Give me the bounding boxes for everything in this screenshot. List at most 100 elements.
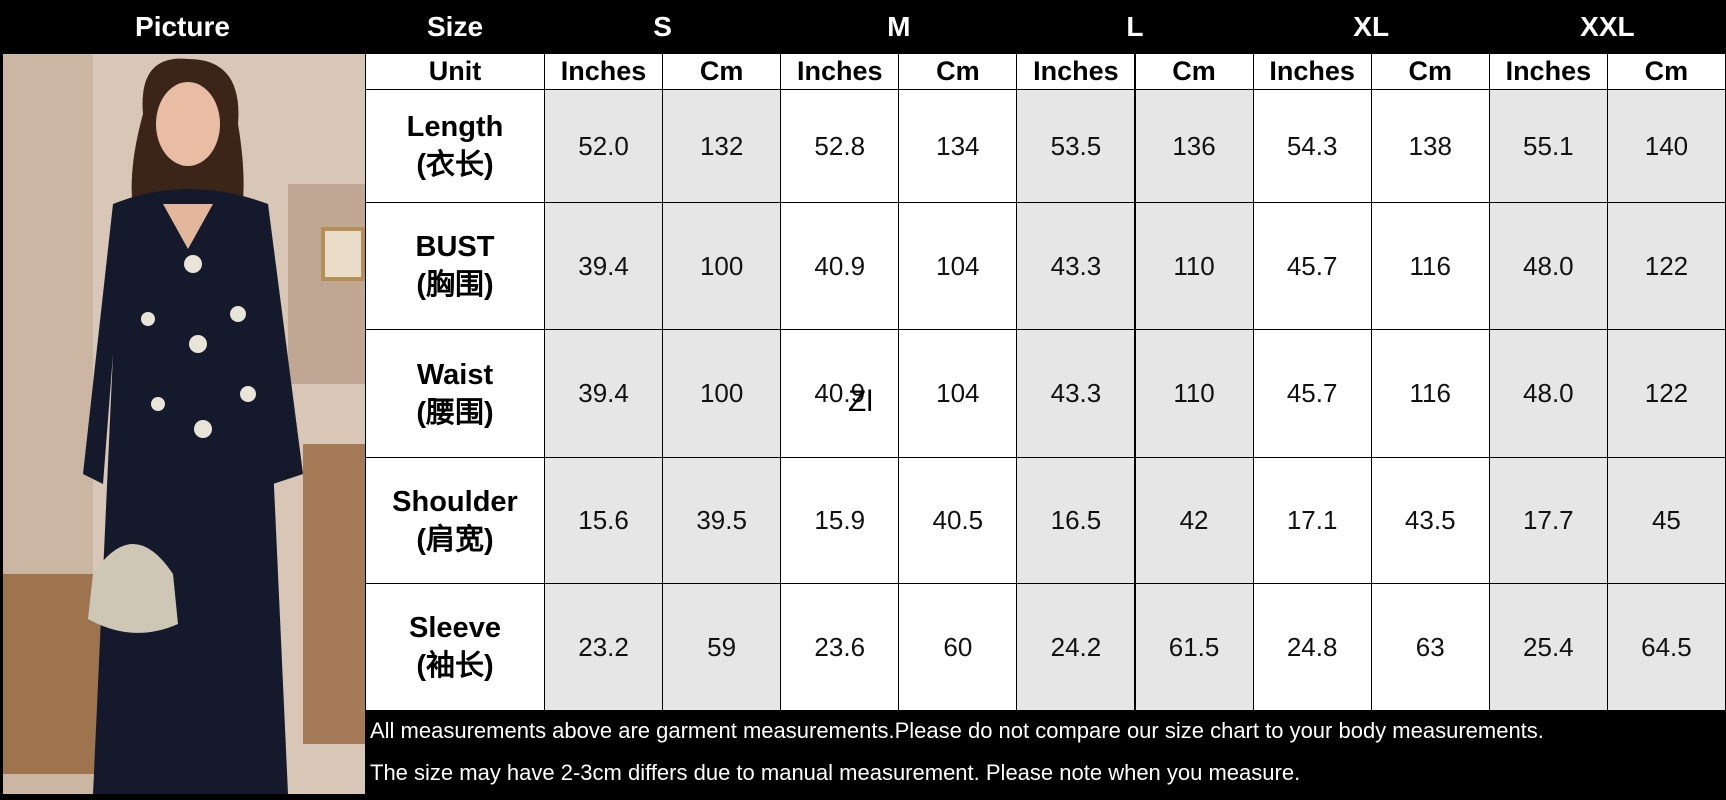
- value: 17.7: [1523, 505, 1574, 535]
- value: 15.6: [578, 505, 629, 535]
- note: The size may have 2-3cm differs due to m…: [370, 760, 1301, 785]
- value: 24.8: [1286, 631, 1338, 662]
- value: 17.1: [1286, 505, 1338, 535]
- value-cell: 140: [1607, 90, 1726, 203]
- unit-label: Unit: [428, 56, 482, 86]
- value: 134: [936, 130, 980, 161]
- value: 23.6: [814, 631, 866, 662]
- value-cell: 48.0: [1489, 203, 1608, 330]
- value: 48.0: [1523, 250, 1574, 281]
- value: 138: [1408, 130, 1452, 161]
- value-cell: 17.7: [1489, 458, 1608, 584]
- value: 140: [1644, 130, 1689, 161]
- value: 116: [1409, 378, 1451, 408]
- value-cell: 40.5: [899, 458, 1018, 584]
- value-cell: 23.2: [545, 584, 664, 711]
- size-label: S: [653, 10, 672, 42]
- value: 53.5: [1050, 130, 1102, 161]
- row-label-cell: Sleeve (袖长): [366, 584, 545, 711]
- header-cell: Size: [366, 0, 545, 54]
- unit-cell: Cm: [1607, 54, 1726, 90]
- value-cell: 45.7: [1253, 203, 1372, 330]
- value: 110: [1173, 378, 1215, 408]
- note: All measurements above are garment measu…: [370, 718, 1544, 743]
- header-cell: M: [781, 0, 1018, 54]
- value: 43.3: [1050, 250, 1102, 281]
- value: 40.9: [814, 378, 866, 408]
- value: 104: [936, 250, 980, 281]
- value: 16.5: [1050, 505, 1102, 535]
- value: 54.3: [1286, 130, 1338, 161]
- value-cell: 59: [663, 584, 782, 711]
- size-label: XL: [1353, 10, 1390, 42]
- unit-text: Inches: [1033, 56, 1119, 86]
- value: 45.7: [1286, 378, 1338, 408]
- value-cell: 122: [1607, 203, 1726, 330]
- row-label-cell: Waist (腰围): [366, 330, 545, 458]
- row-label: Shoulder: [392, 485, 518, 518]
- value-cell: 39.4: [545, 203, 664, 330]
- value: 39.4: [578, 378, 629, 408]
- value-cell: 116: [1371, 203, 1490, 330]
- unit-text: Inches: [1269, 56, 1355, 86]
- value-cell: 39.5: [663, 458, 782, 584]
- value-cell: 134: [899, 90, 1018, 203]
- value: 40.5: [932, 505, 984, 535]
- value: 110: [1173, 250, 1215, 281]
- header-text: Size: [426, 10, 484, 42]
- value-cell: 104: [899, 203, 1018, 330]
- unit-text: Cm: [1408, 56, 1452, 86]
- value-cell: 48.0: [1489, 330, 1608, 458]
- unit-cell: Cm: [1135, 54, 1254, 90]
- value: 63: [1415, 631, 1445, 662]
- row-label: Sleeve: [409, 612, 501, 644]
- value-cell: 100: [663, 330, 782, 458]
- value: 136: [1172, 130, 1216, 161]
- unit-text: Cm: [1644, 56, 1689, 86]
- value-cell: 43.5: [1371, 458, 1490, 584]
- value-cell: 132: [663, 90, 782, 203]
- value-cell: 43.3: [1017, 203, 1136, 330]
- value-cell: 17.1: [1253, 458, 1372, 584]
- value-cell: 136: [1135, 90, 1254, 203]
- value-cell: 45.7: [1253, 330, 1372, 458]
- row-label-cn: (衣长): [416, 149, 494, 181]
- header-cell: Picture: [0, 0, 366, 54]
- unit-text: Cm: [699, 56, 744, 86]
- row-label: Waist: [416, 358, 494, 391]
- value: 48.0: [1523, 378, 1574, 408]
- unit-cell: Cm: [899, 54, 1018, 90]
- unit-text: Cm: [936, 56, 980, 86]
- stray-mark: Zl: [848, 385, 873, 418]
- value-cell: 100: [663, 203, 782, 330]
- value: 122: [1644, 250, 1689, 281]
- value: 59: [707, 631, 737, 662]
- value: 40.9: [814, 250, 866, 281]
- row-label-cell: BUST (胸围): [366, 203, 545, 330]
- unit-cell: Unit: [366, 54, 545, 90]
- value-cell: 60: [899, 584, 1018, 711]
- value-cell: 42: [1135, 458, 1254, 584]
- header-text: Picture: [135, 10, 230, 42]
- value: 42: [1179, 505, 1209, 535]
- row-label: BUST: [415, 231, 495, 263]
- value-cell: 24.8: [1253, 584, 1372, 711]
- value-cell: 122: [1607, 330, 1726, 458]
- value-cell: 110: [1135, 203, 1254, 330]
- size-label: M: [887, 10, 911, 42]
- unit-cell: Inches: [1253, 54, 1372, 90]
- value: 43.5: [1404, 505, 1456, 535]
- row-label-cell: Shoulder (肩宽): [366, 458, 545, 584]
- value-cell: 40.9: [781, 330, 900, 458]
- value-cell: 52.8: [781, 90, 900, 203]
- value-cell: 45: [1607, 458, 1726, 584]
- value: 64.5: [1641, 631, 1692, 662]
- value-cell: 15.6: [545, 458, 664, 584]
- value-cell: 39.4: [545, 330, 664, 458]
- value-cell: 110: [1135, 330, 1254, 458]
- value: 45.7: [1286, 250, 1338, 281]
- row-label-cn: (胸围): [416, 269, 494, 301]
- header-cell: XXL: [1489, 0, 1726, 54]
- header-cell: XL: [1253, 0, 1490, 54]
